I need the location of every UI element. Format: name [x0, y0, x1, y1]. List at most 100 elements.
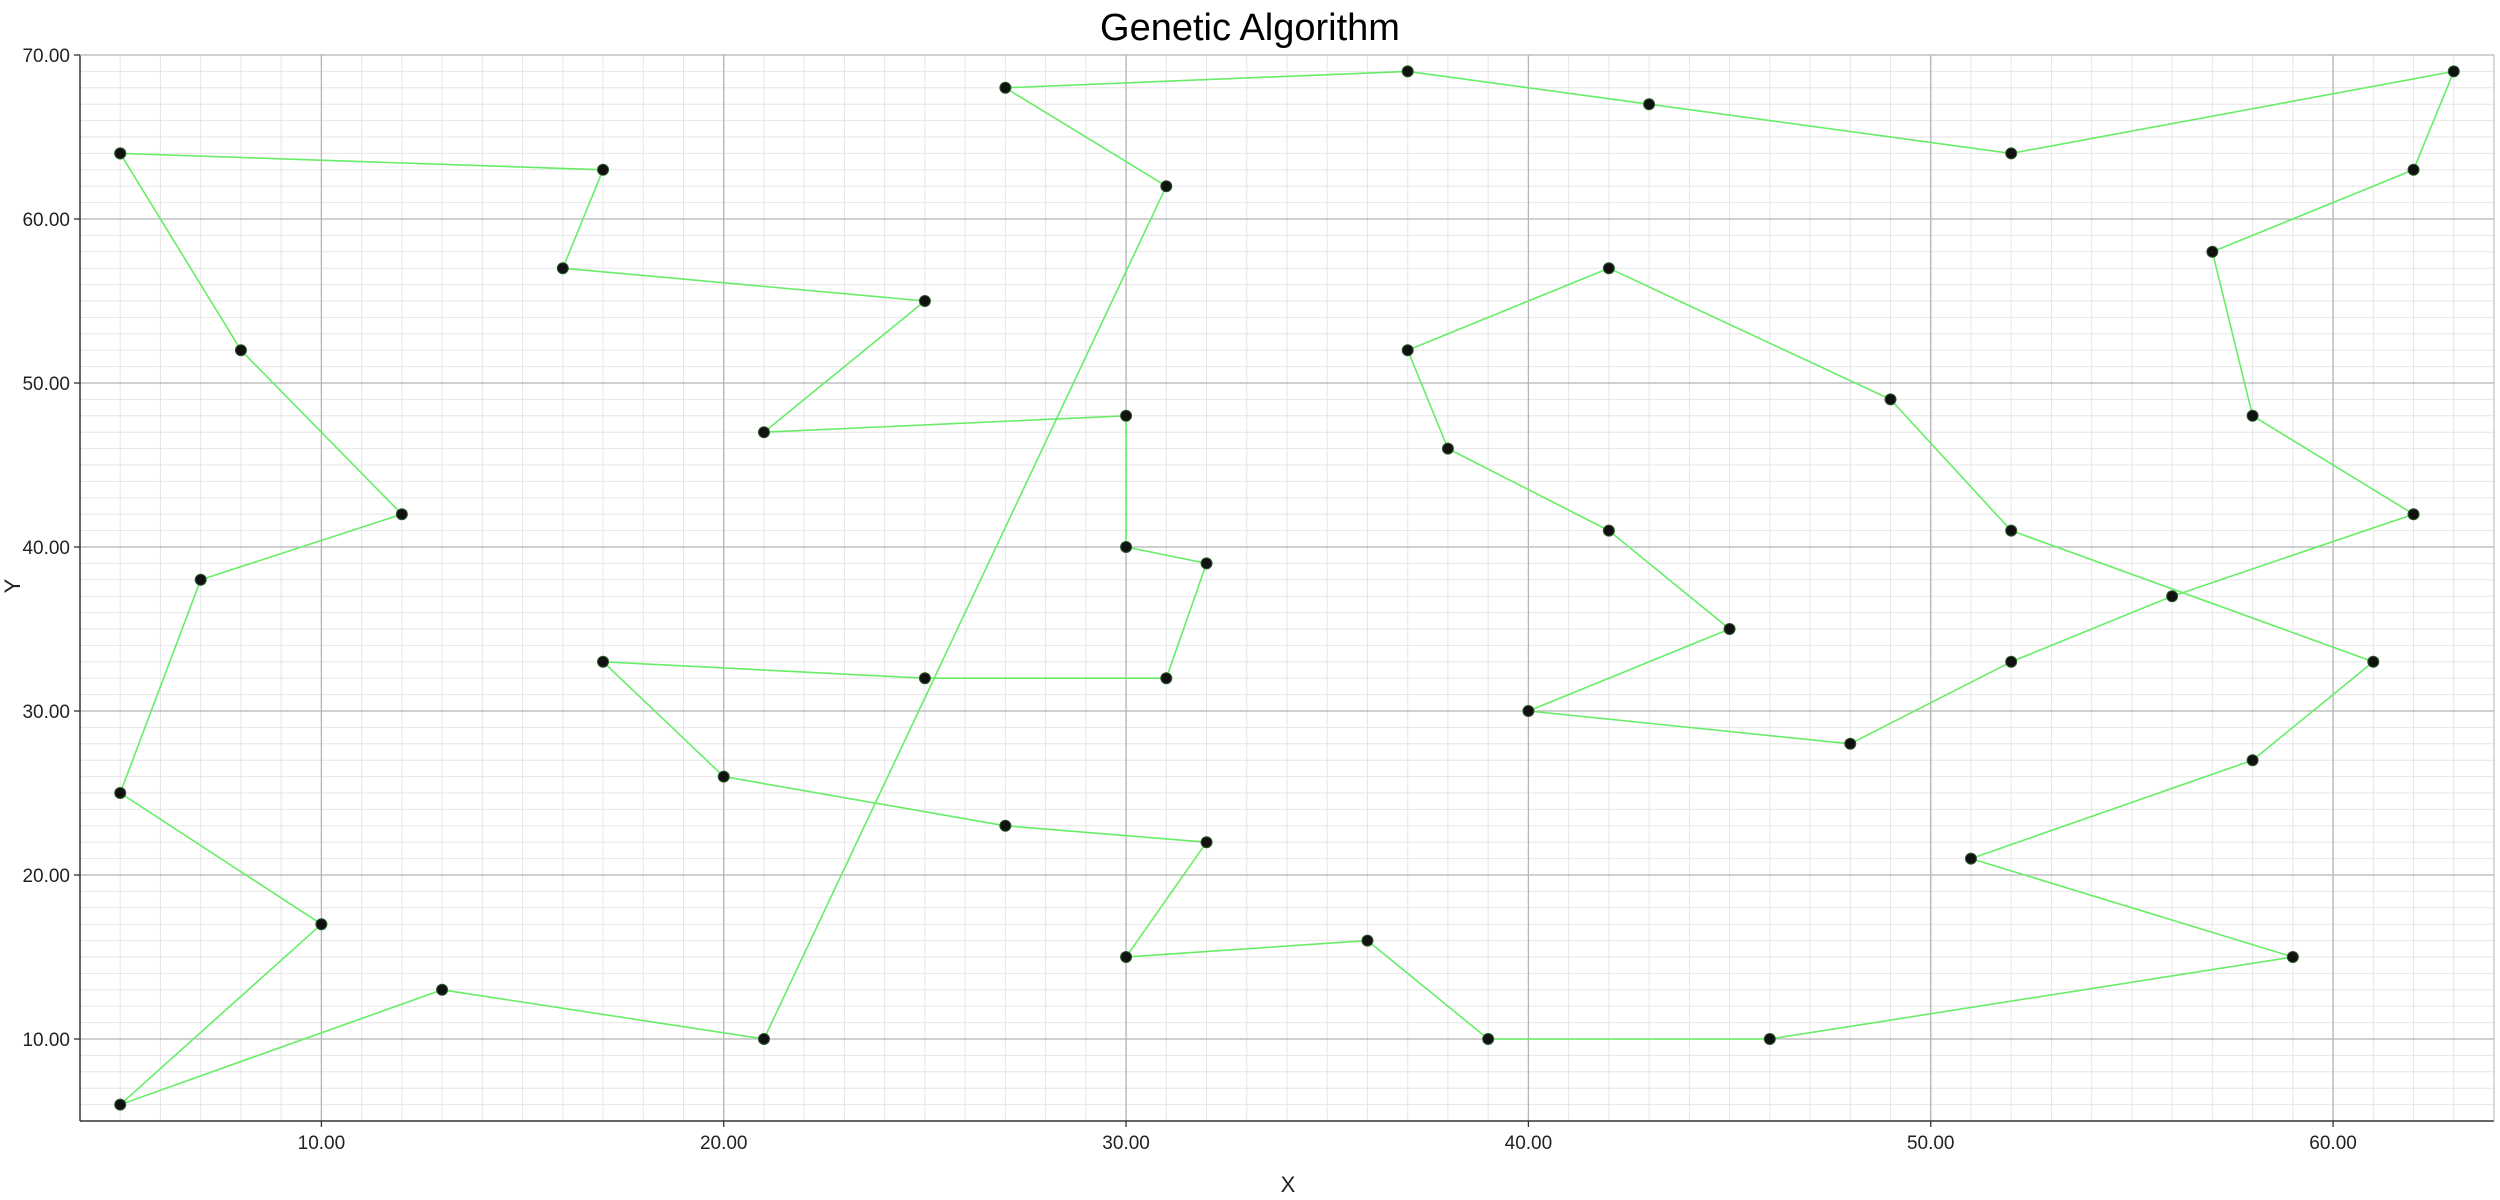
route-segment [1608, 267, 1891, 401]
data-point [1643, 98, 1656, 111]
data-point [1200, 836, 1213, 849]
data-point [1401, 65, 1414, 78]
y-tick-label: 50.00 [22, 374, 70, 395]
route-segment [119, 152, 242, 351]
major-grid [80, 54, 2494, 1121]
route-segment [2412, 71, 2455, 171]
route-segment [1126, 939, 1368, 958]
data-point [1401, 344, 1414, 357]
data-point [757, 426, 770, 439]
data-point [2166, 590, 2179, 603]
route-segment [1970, 759, 2253, 860]
data-point [556, 262, 569, 275]
y-tick-label: 10.00 [22, 1030, 70, 1051]
x-tick-label: 60.00 [2309, 1133, 2357, 1154]
data-point [757, 1033, 770, 1045]
data-point [999, 81, 1012, 94]
data-point [2005, 655, 2018, 668]
data-point [2367, 655, 2380, 668]
route-segment [200, 513, 403, 581]
data-point [1884, 393, 1897, 406]
route-segment [1528, 628, 1730, 712]
data-point [717, 770, 730, 783]
axes [74, 54, 2495, 1127]
route-segment [119, 923, 322, 1106]
route-segment [119, 579, 202, 794]
route-segment [1165, 563, 1208, 679]
route-segment [2211, 251, 2254, 416]
data-point [1160, 180, 1173, 193]
data-point [2206, 245, 2219, 258]
y-tick-label: 70.00 [22, 46, 70, 67]
route-segment [120, 152, 604, 171]
data-point [395, 508, 408, 521]
route-segment [1004, 87, 1167, 187]
y-axis-label: Y [0, 578, 25, 593]
data-point [2286, 951, 2299, 963]
data-point [114, 787, 127, 799]
route-segment [1447, 447, 1610, 532]
route-segment [1648, 103, 2012, 155]
route-segment [2171, 513, 2414, 597]
x-tick-label: 20.00 [700, 1133, 748, 1154]
data-point [1160, 672, 1173, 685]
y-tick-label: 30.00 [22, 702, 70, 723]
data-point [1763, 1033, 1776, 1045]
route-segment [602, 661, 725, 778]
route-segment [1366, 939, 1489, 1040]
x-axis-label: X [1281, 1172, 1296, 1197]
y-tick-label: 40.00 [22, 538, 70, 559]
route-segment [1407, 267, 1610, 351]
route-lines [119, 70, 2455, 1106]
route-segment [2212, 169, 2414, 253]
route-segment [1125, 546, 1207, 565]
data-point [1844, 737, 1857, 750]
data-point [1441, 442, 1454, 455]
route-segment [2252, 661, 2374, 761]
route-segment [441, 989, 765, 1040]
tick-labels: 10.00 20.00 30.00 40.00 50.00 60.00 10.00 20.00… [22, 46, 2356, 1154]
route-segment [1608, 529, 1731, 630]
data-point [1602, 524, 1615, 537]
data-point [1120, 409, 1133, 422]
data-point [1723, 623, 1736, 635]
data-points [114, 65, 2460, 1111]
minor-grid [79, 54, 2495, 1122]
x-tick-label: 50.00 [1907, 1133, 1955, 1154]
route-segment [119, 989, 443, 1106]
route-segment [1005, 825, 1207, 843]
data-point [2005, 147, 2018, 160]
route-segment [1407, 70, 1650, 105]
data-point [1361, 934, 1374, 947]
x-tick-label: 10.00 [298, 1133, 346, 1154]
route-segment [119, 792, 322, 925]
data-point [234, 344, 247, 357]
data-point [194, 573, 207, 586]
route-segment [562, 267, 925, 302]
data-point [1120, 541, 1133, 553]
route-segment [2010, 595, 2173, 663]
route-segment [1769, 956, 2293, 1040]
data-point [1522, 705, 1535, 717]
data-point [597, 163, 610, 176]
data-point [2447, 65, 2460, 78]
route-segment [240, 349, 403, 515]
route-segment [562, 169, 604, 269]
data-point [2005, 524, 2018, 537]
route-segment [1849, 661, 2012, 745]
x-tick-label: 30.00 [1102, 1133, 1150, 1154]
route-segment [763, 300, 926, 433]
route-segment [1528, 710, 1851, 745]
data-point [114, 1098, 127, 1111]
data-point [114, 147, 127, 160]
data-point [1964, 852, 1977, 865]
route-segment [2011, 70, 2454, 155]
route-segment [2010, 529, 2374, 663]
data-point [1482, 1033, 1495, 1045]
data-point [436, 983, 449, 996]
route-segment [1406, 349, 1449, 449]
route-segment [1125, 841, 1208, 958]
data-point [1200, 557, 1213, 570]
